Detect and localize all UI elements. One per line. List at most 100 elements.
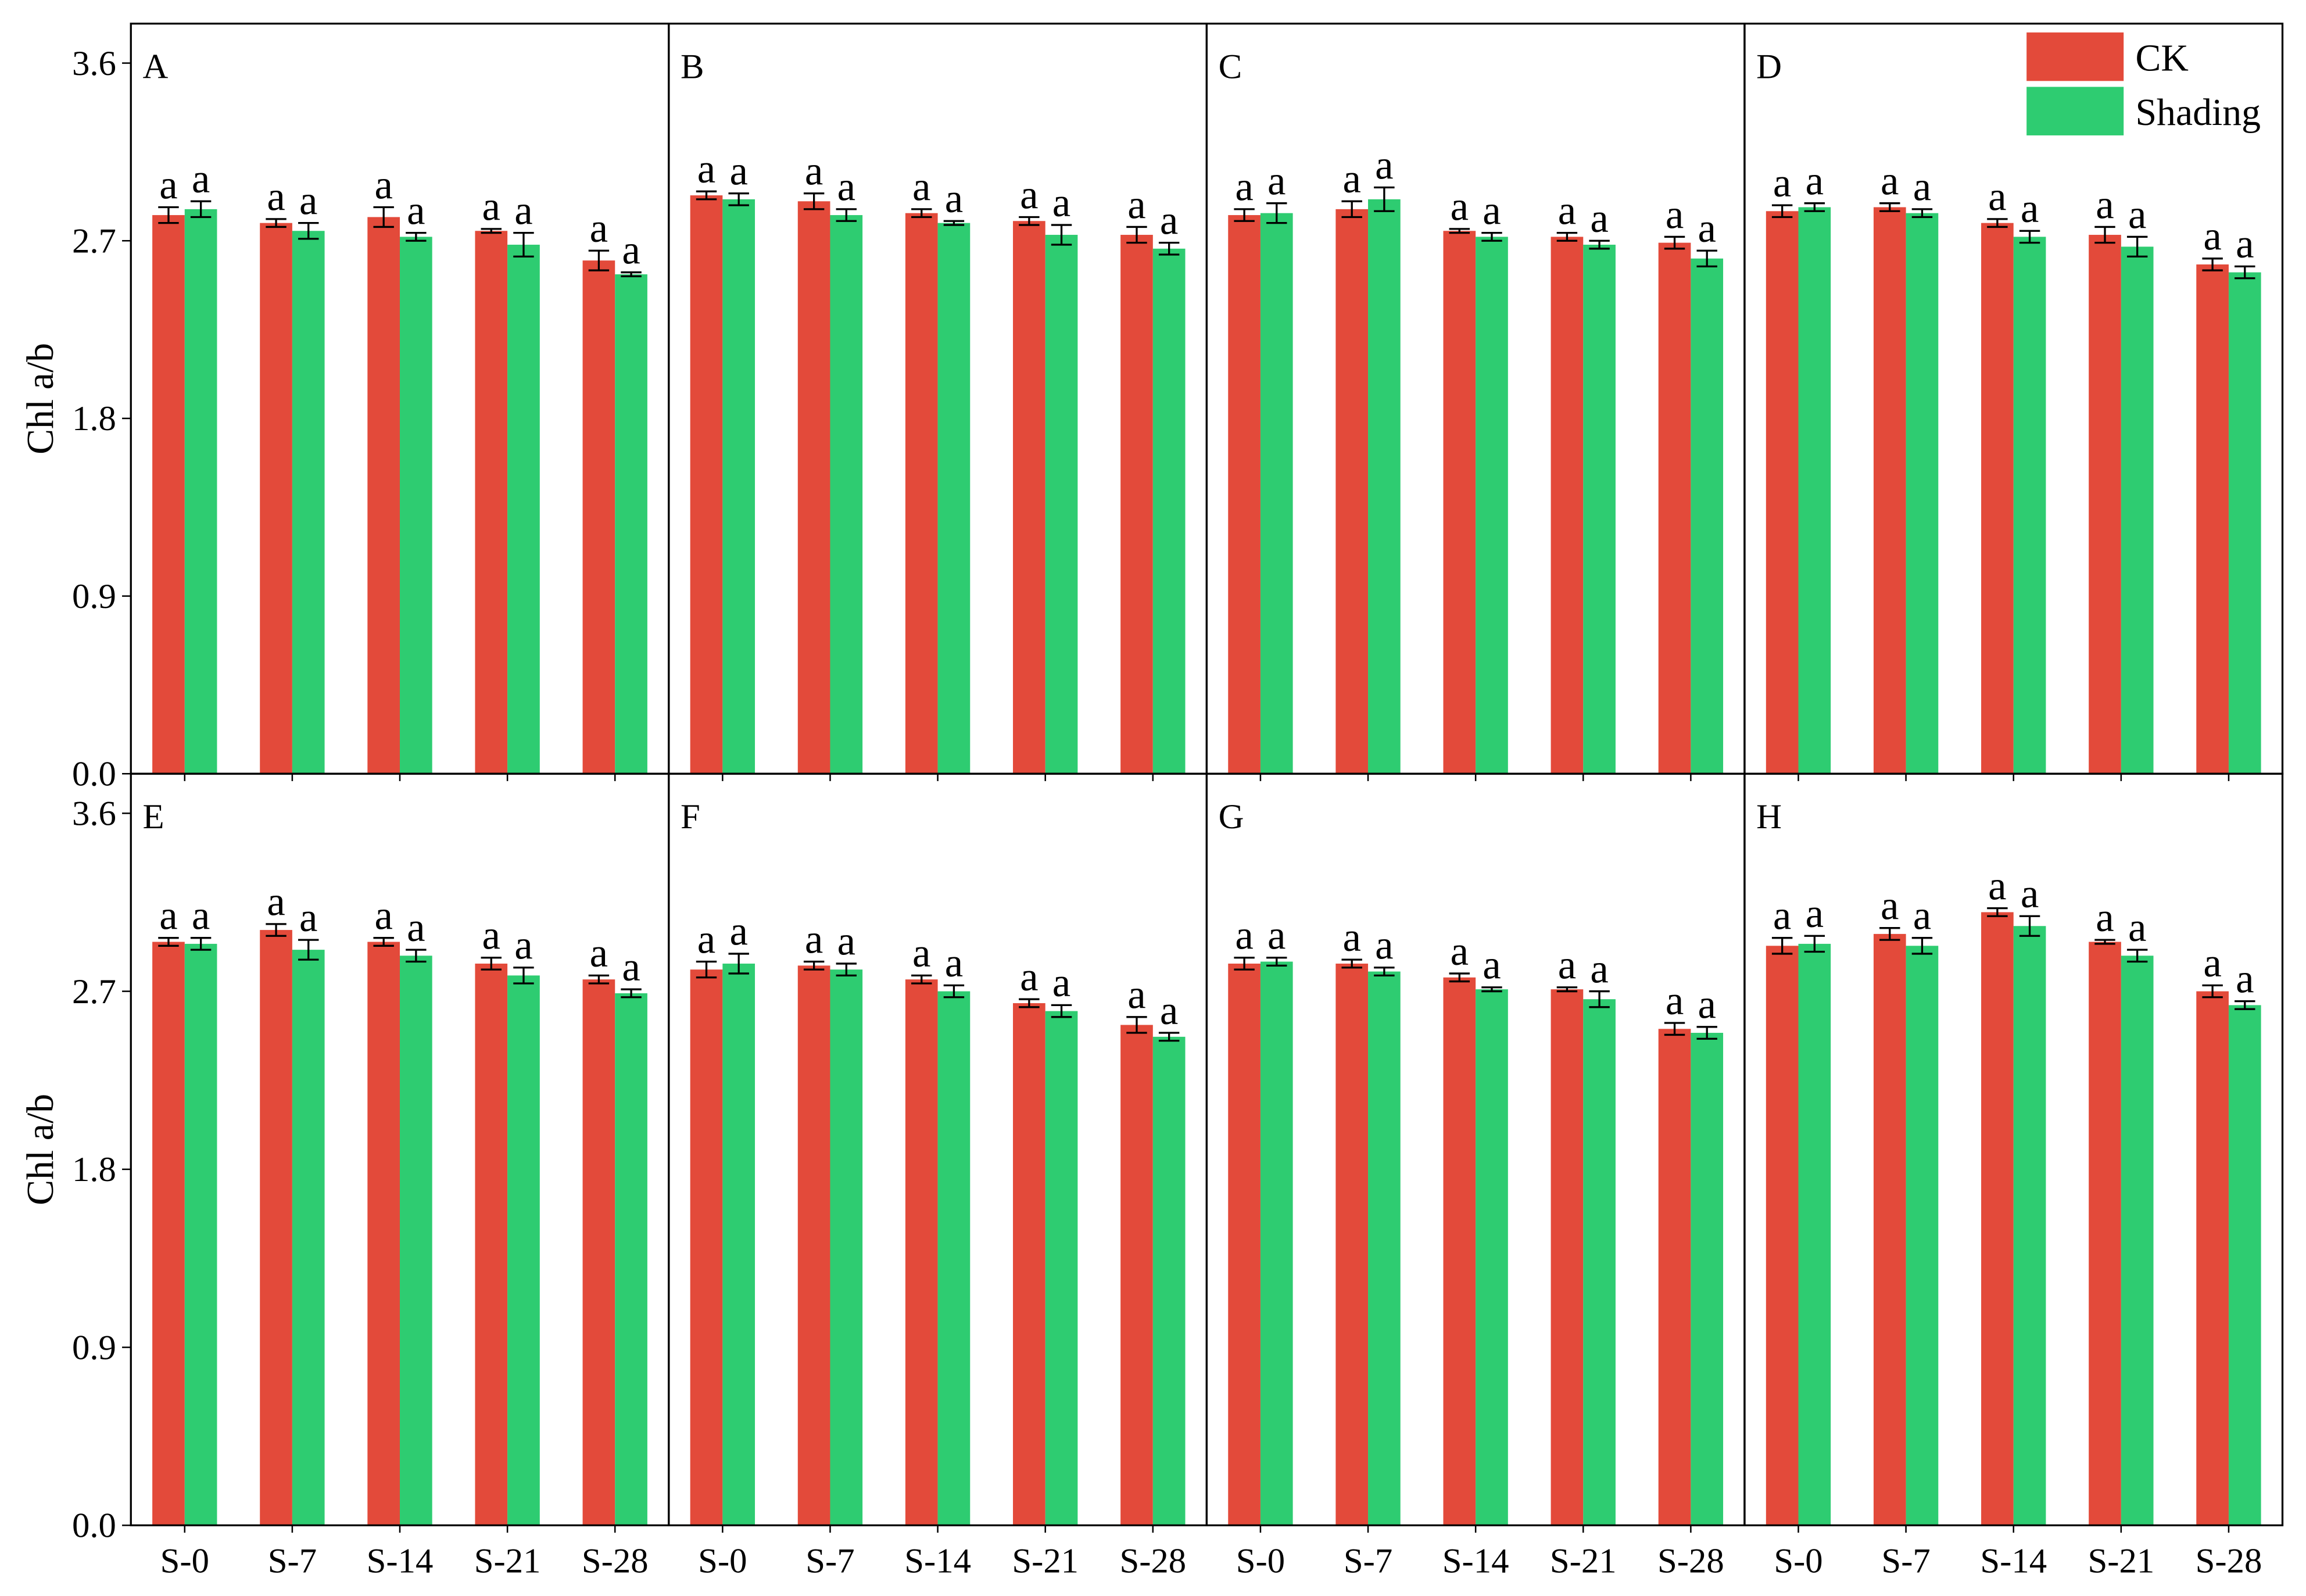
significance-letter: a: [729, 909, 747, 954]
bar: [905, 979, 938, 1526]
x-tick-label: S-28: [1657, 1541, 1724, 1580]
y-tick-label: 3.6: [72, 795, 116, 833]
significance-letter: a: [729, 149, 747, 194]
bar: [2121, 956, 2154, 1526]
bar: [1873, 933, 1906, 1526]
significance-letter: a: [267, 879, 285, 925]
significance-letter: a: [2128, 192, 2146, 237]
x-tick-label: S-14: [904, 1541, 971, 1580]
significance-letter: a: [1375, 142, 1393, 188]
bar: [152, 942, 185, 1526]
bar: [1766, 946, 1799, 1526]
significance-letter: a: [837, 164, 855, 210]
bar: [1152, 1036, 1186, 1526]
significance-letter: a: [1666, 978, 1684, 1024]
significance-letter: a: [1590, 946, 1608, 992]
significance-letter: a: [697, 917, 715, 962]
x-tick-label: S-14: [1980, 1541, 2047, 1580]
significance-letter: a: [159, 162, 177, 207]
significance-letter: a: [1020, 172, 1038, 217]
bar: [1583, 245, 1616, 774]
significance-letter: a: [192, 893, 210, 939]
x-tick-label: S-7: [805, 1541, 854, 1580]
significance-letter: a: [2203, 940, 2221, 986]
bar: [1981, 912, 2014, 1526]
y-tick-label: 2.7: [72, 972, 116, 1011]
bar: [797, 965, 830, 1526]
significance-letter: a: [1483, 188, 1501, 233]
significance-letter: a: [1558, 188, 1576, 233]
bar: [937, 991, 971, 1526]
significance-letter: a: [1558, 943, 1576, 988]
bar: [1691, 258, 1724, 774]
significance-letter: a: [407, 188, 425, 233]
bar: [507, 975, 540, 1526]
significance-letter: a: [1235, 913, 1253, 958]
bar: [1798, 943, 1831, 1526]
x-tick-label: S-21: [474, 1541, 541, 1580]
significance-letter: a: [1988, 863, 2006, 908]
bar: [722, 199, 755, 774]
bar: [1228, 963, 1261, 1526]
bar: [1335, 963, 1369, 1526]
panel-label: E: [142, 797, 164, 836]
bar: [1981, 223, 2014, 774]
y-tick-label: 0.0: [72, 754, 116, 793]
y-tick-label: 2.7: [72, 221, 116, 260]
x-tick-label: S-21: [1012, 1541, 1079, 1580]
bar: [1368, 971, 1401, 1526]
x-tick-label: S-7: [1881, 1541, 1930, 1580]
panel-label: H: [1756, 797, 1782, 836]
bar: [582, 979, 615, 1526]
panel-label: G: [1219, 797, 1244, 836]
bar: [292, 950, 325, 1526]
significance-letter: a: [1773, 160, 1791, 206]
significance-letter: a: [2236, 221, 2254, 267]
bar: [1658, 1029, 1691, 1526]
bar: [1906, 213, 1939, 774]
legend-label: CK: [2135, 37, 2188, 80]
significance-letter: a: [1375, 923, 1393, 968]
bar: [830, 215, 863, 774]
significance-letter: a: [1913, 893, 1931, 939]
bar: [1443, 231, 1476, 774]
x-tick-label: S-14: [367, 1541, 434, 1580]
significance-letter: a: [267, 174, 285, 220]
bar: [2228, 272, 2261, 774]
panel-label: A: [142, 47, 168, 86]
bar: [690, 195, 723, 774]
significance-letter: a: [2021, 186, 2039, 231]
significance-letter: a: [837, 919, 855, 964]
significance-letter: a: [1913, 164, 1931, 210]
significance-letter: a: [374, 162, 392, 207]
bar: [260, 930, 292, 1526]
y-tick-label: 0.0: [72, 1506, 116, 1545]
legend-label: Shading: [2135, 91, 2261, 134]
bar: [582, 260, 615, 774]
significance-letter: a: [912, 931, 930, 976]
bar: [1691, 1033, 1724, 1526]
significance-letter: a: [1806, 891, 1824, 936]
significance-letter: a: [1127, 182, 1145, 227]
significance-letter: a: [1052, 180, 1070, 226]
significance-letter: a: [2236, 956, 2254, 1001]
bar: [1906, 946, 1939, 1526]
x-tick-label: S-14: [1442, 1541, 1509, 1580]
bar: [905, 213, 938, 774]
bar: [184, 943, 217, 1526]
bar: [1228, 215, 1261, 774]
significance-letter: a: [1773, 893, 1791, 939]
y-tick-label: 0.9: [72, 1328, 116, 1367]
significance-letter: a: [1590, 196, 1608, 241]
bar: [1873, 207, 1906, 774]
x-tick-label: S-0: [698, 1541, 747, 1580]
significance-letter: a: [299, 895, 317, 940]
significance-letter: a: [1698, 206, 1716, 251]
x-tick-label: S-21: [1550, 1541, 1617, 1580]
significance-letter: a: [945, 176, 963, 221]
bar: [2196, 264, 2229, 774]
significance-letter: a: [1267, 159, 1286, 204]
significance-letter: a: [1235, 164, 1253, 210]
y-tick-label: 0.9: [72, 577, 116, 616]
